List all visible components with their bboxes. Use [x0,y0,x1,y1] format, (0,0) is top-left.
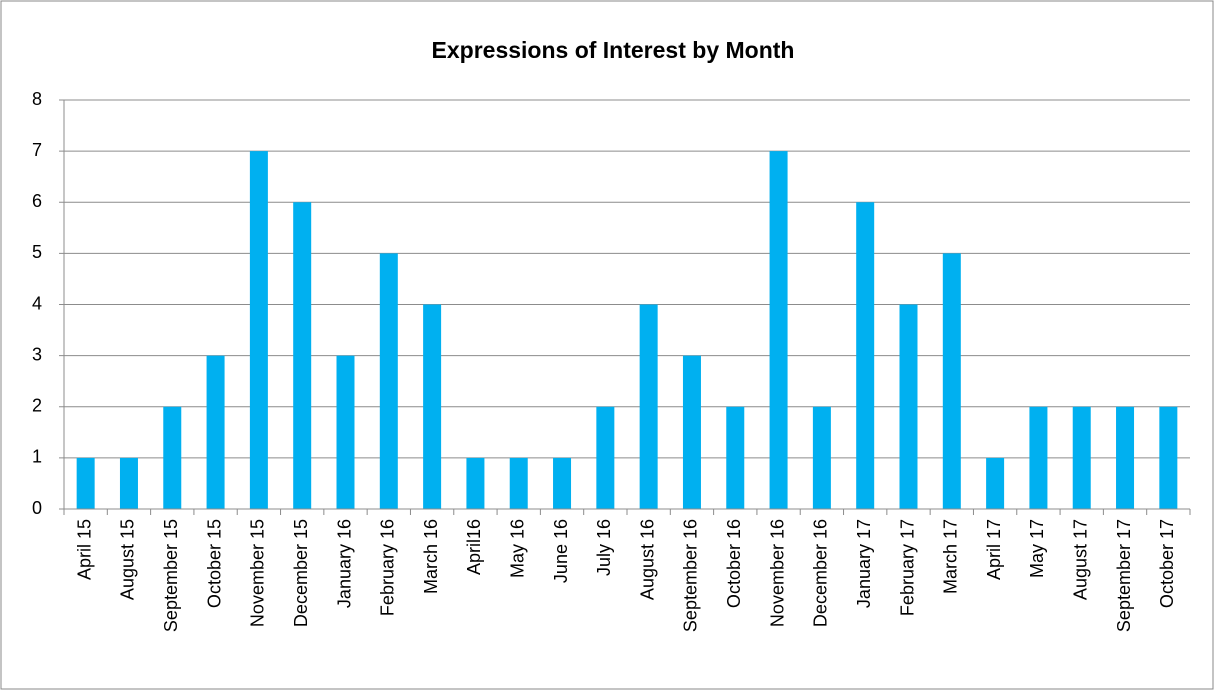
bar [1029,406,1048,509]
x-tick-label: October 16 [724,519,744,608]
bar [423,304,442,509]
bar [942,253,961,509]
y-tick-label: 8 [32,89,42,109]
bar [726,406,745,509]
bar [76,457,95,509]
bar [119,457,138,509]
bar [293,202,312,509]
y-tick-label: 7 [32,140,42,160]
x-tick-label: January 17 [854,519,874,608]
x-tick-label: August 17 [1070,519,1090,600]
x-tick-label: December 16 [811,519,831,627]
x-tick-label: August 15 [118,519,138,600]
bar [509,457,528,509]
bar [1159,406,1178,509]
x-tick-label: July 16 [594,519,614,576]
x-tick-label: February 17 [897,519,917,616]
y-tick-label: 3 [32,344,42,364]
y-tick-label: 5 [32,242,42,262]
x-tick-label: April 17 [984,519,1004,580]
x-tick-label: November 16 [767,519,787,627]
bar [596,406,615,509]
bar [856,202,875,509]
y-tick-label: 1 [32,447,42,467]
bar [163,406,182,509]
x-tick-label: March 17 [941,519,961,594]
bar [1116,406,1135,509]
bar [553,457,572,509]
y-tick-label: 0 [32,498,42,518]
bar [336,355,355,509]
x-tick-label: May 16 [507,519,527,578]
bar [682,355,701,509]
x-tick-label: February 16 [378,519,398,616]
x-tick-label: December 15 [291,519,311,627]
x-tick-label: January 16 [334,519,354,608]
x-tick-label: September 17 [1114,519,1134,632]
x-tick-label: October 15 [204,519,224,608]
bar [769,151,788,509]
x-tick-label: October 17 [1157,519,1177,608]
bar [379,253,398,509]
bar [466,457,485,509]
bar [206,355,225,509]
bar [899,304,918,509]
bar [812,406,831,509]
x-tick-label: June 16 [551,519,571,583]
x-tick-label: April16 [464,519,484,575]
y-tick-label: 2 [32,396,42,416]
bar [249,151,268,509]
x-tick-label: April 15 [74,519,94,580]
y-tick-label: 4 [32,293,42,313]
x-tick-label: September 16 [681,519,701,632]
x-tick-label: September 15 [161,519,181,632]
y-tick-label: 6 [32,191,42,211]
x-tick-label: August 16 [637,519,657,600]
x-tick-label: March 16 [421,519,441,594]
x-tick-label: May 17 [1027,519,1047,578]
x-tick-label: November 15 [248,519,268,627]
chart-title: Expressions of Interest by Month [432,37,795,63]
bar [1072,406,1091,509]
bar [639,304,658,509]
bar [986,457,1005,509]
